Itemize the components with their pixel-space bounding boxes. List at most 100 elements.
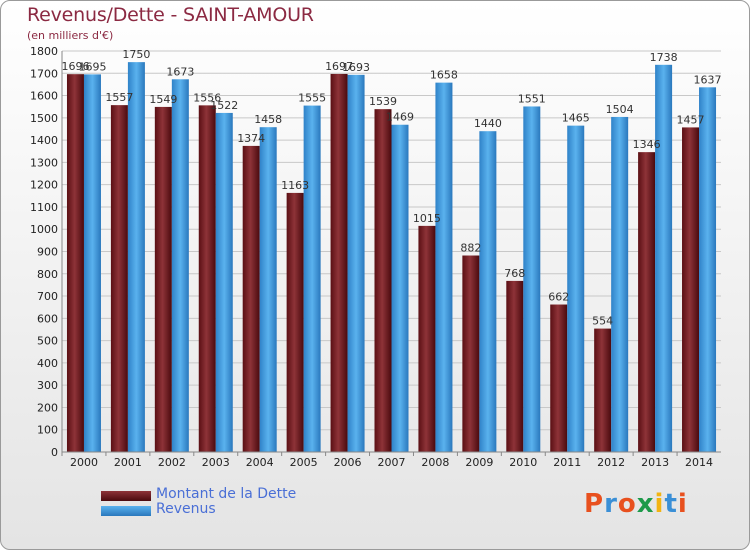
data-label: 1465 (562, 112, 590, 125)
y-tick-label: 100 (37, 424, 58, 437)
data-label: 1549 (149, 93, 177, 106)
y-tick-label: 0 (51, 446, 58, 459)
data-label: 1696 (61, 60, 89, 73)
bar-revenus (523, 106, 541, 452)
data-label: 1673 (166, 65, 194, 78)
bar-dette (242, 145, 260, 453)
data-label: 1693 (342, 61, 370, 74)
data-label: 1504 (606, 103, 634, 116)
data-label: 1346 (633, 138, 661, 151)
x-tick-label: 2013 (641, 456, 669, 469)
bar-dette (154, 106, 172, 452)
data-label: 1658 (430, 69, 458, 82)
bar-revenus (391, 124, 409, 452)
data-label: 1374 (237, 132, 265, 145)
bar-dette (462, 255, 480, 452)
bar-dette (638, 152, 656, 452)
y-tick-label: 1800 (30, 45, 58, 58)
x-tick-label: 2008 (421, 456, 449, 469)
data-label: 554 (592, 315, 613, 328)
y-tick-label: 1000 (30, 223, 58, 236)
data-label: 1163 (281, 179, 309, 192)
y-tick-label: 300 (37, 379, 58, 392)
y-tick-label: 400 (37, 357, 58, 370)
bar-dette (594, 328, 612, 452)
logo-letter: x (636, 489, 655, 519)
x-tick-label: 2000 (70, 456, 98, 469)
data-label: 1697 (325, 60, 353, 73)
bar-dette (506, 280, 524, 452)
logo-letter: r (604, 489, 618, 519)
bar-revenus (259, 127, 277, 452)
data-label: 1555 (298, 92, 326, 105)
data-label: 1750 (122, 48, 150, 61)
data-label: 1551 (518, 92, 546, 105)
bar-revenus (611, 116, 629, 452)
data-label: 1556 (193, 91, 221, 104)
bar-revenus (215, 112, 233, 452)
data-label: 882 (460, 242, 481, 255)
bar-dette (418, 225, 436, 452)
x-tick-label: 2003 (202, 456, 230, 469)
y-tick-label: 500 (37, 335, 58, 348)
x-tick-label: 2005 (290, 456, 318, 469)
bar-revenus (567, 125, 585, 452)
bar-dette (550, 304, 568, 452)
x-tick-label: 2004 (246, 456, 274, 469)
y-tick-label: 1200 (30, 179, 58, 192)
bars (66, 62, 717, 453)
logo-letter: i (677, 489, 688, 519)
x-tick-label: 2010 (509, 456, 537, 469)
data-label: 1695 (78, 60, 106, 73)
legend-label-dette: Montant de la Dette (156, 486, 297, 502)
x-tick-label: 2011 (553, 456, 581, 469)
x-tick-label: 2002 (158, 456, 186, 469)
y-tick-label: 1400 (30, 134, 58, 147)
data-label: 1637 (694, 73, 722, 86)
bar-dette (682, 127, 700, 452)
axes: 0 100 200 300 400 500 600 700 800 900 1000 1100 1200… (30, 45, 721, 469)
data-label: 1557 (105, 91, 133, 104)
bar-dette (374, 109, 392, 453)
bar-dette (286, 192, 304, 453)
x-tick-label: 2014 (685, 456, 713, 469)
bar-revenus (435, 82, 453, 452)
bar-revenus (655, 64, 673, 452)
x-tick-label: 2007 (378, 456, 406, 469)
y-tick-label: 1300 (30, 156, 58, 169)
y-tick-label: 800 (37, 268, 58, 281)
y-tick-label: 600 (37, 312, 58, 325)
bar-dette (330, 73, 348, 453)
legend-swatch-dette (101, 491, 151, 501)
chart-title: Revenus/Dette - SAINT-AMOUR (27, 4, 314, 26)
x-tick-label: 2012 (597, 456, 625, 469)
proxiti-logo: Proxiti (584, 489, 688, 519)
y-tick-label: 900 (37, 246, 58, 259)
data-label: 1522 (210, 99, 238, 112)
bar-revenus (303, 105, 321, 452)
chart-subtitle: (en milliers d'€) (27, 29, 114, 42)
y-tick-label: 1700 (30, 67, 58, 80)
y-tick-label: 200 (37, 401, 58, 414)
y-tick-label: 1500 (30, 112, 58, 125)
bar-dette (110, 105, 128, 452)
data-label: 1015 (413, 212, 441, 225)
x-tick-label: 2009 (465, 456, 493, 469)
bar-revenus (127, 62, 145, 453)
data-label: 1458 (254, 113, 282, 126)
logo-letter: i (654, 489, 665, 519)
data-label: 768 (504, 267, 525, 280)
bar-revenus (479, 131, 497, 452)
bar-revenus (347, 74, 365, 452)
data-label: 1539 (369, 95, 397, 108)
bar-revenus (699, 87, 717, 452)
bar-dette (66, 74, 84, 453)
y-tick-label: 1600 (30, 90, 58, 103)
logo-letter: o (617, 489, 637, 519)
y-tick-label: 700 (37, 290, 58, 303)
bar-revenus (83, 74, 101, 453)
x-tick-label: 2006 (334, 456, 362, 469)
